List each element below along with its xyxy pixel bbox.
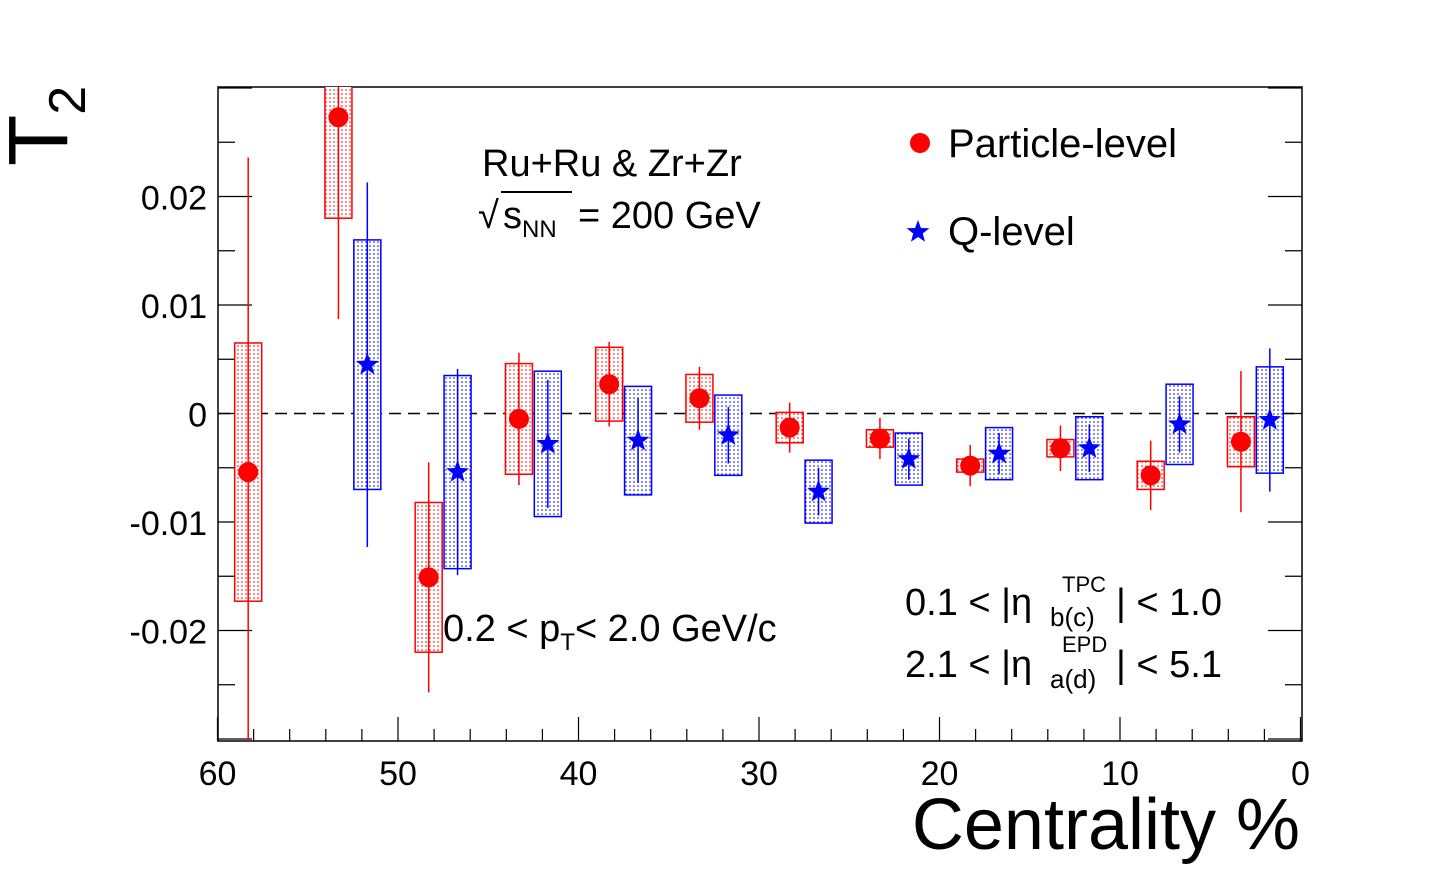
legend-label-q: Q-level [948, 210, 1075, 254]
data-point [807, 479, 830, 502]
energy-sqrt: √ [478, 195, 499, 237]
y-axis-title-sub: 2 [39, 86, 97, 115]
svg-text:sNN: sNN [503, 195, 557, 243]
legend: Particle-level Q-level [906, 122, 1177, 254]
eta-tpc-post: | < 1.0 [1116, 582, 1222, 624]
data-point [446, 460, 469, 482]
series-particle-level [233, 87, 1256, 741]
data-point [1140, 465, 1161, 486]
data-point [536, 431, 560, 454]
annotation-eta-tpc: 0.1 < |η TPC b(c) | < 1.0 [905, 572, 1222, 632]
energy-s: s [503, 195, 522, 237]
y-axis-title: T2 [0, 86, 97, 166]
energy-s-sub: NN [522, 216, 557, 243]
x-tick-label: 50 [379, 755, 417, 793]
data-point [897, 447, 921, 469]
x-tick-label: 60 [199, 755, 237, 793]
data-point [689, 388, 710, 409]
pt-post: < 2.0 GeV/c [575, 608, 777, 650]
y-tick-label: 0.02 [141, 180, 207, 218]
data-point [1077, 436, 1101, 458]
y-tick-label: 0 [188, 397, 207, 435]
data-point [328, 107, 349, 128]
annotation-energy: √ sNN = 200 GeV [478, 191, 761, 243]
x-tick-label: 20 [921, 755, 959, 793]
data-point [238, 462, 259, 483]
y-tick-label: -0.01 [130, 505, 208, 543]
x-tick-label: 10 [1101, 755, 1139, 793]
data-point [355, 352, 379, 375]
data-point [1230, 431, 1251, 452]
data-point [1258, 408, 1282, 430]
x-tick-label: 40 [560, 755, 598, 793]
eta-tpc-pre: 0.1 < |η [905, 582, 1032, 624]
data-point [960, 455, 981, 476]
pt-sub: T [560, 629, 575, 656]
pt-pre: 0.2 < p [443, 608, 560, 650]
annotation-system: Ru+Ru & Zr+Zr [482, 143, 742, 185]
data-layer [233, 87, 1285, 741]
eta-epd-sub: a(d) [1050, 664, 1096, 694]
data-point [626, 428, 650, 451]
eta-epd-pre: 2.1 < |η [905, 644, 1032, 686]
y-tick-label: -0.02 [130, 614, 208, 652]
x-tick-label: 0 [1291, 755, 1310, 793]
legend-marker-q [906, 220, 930, 242]
data-point [779, 417, 800, 438]
series-q-level [353, 182, 1285, 576]
eta-tpc-sub: b(c) [1050, 602, 1095, 632]
x-axis-title: Centrality % [912, 785, 1300, 865]
tick-labels: 60 50 40 30 20 10 0 0.02 0.01 0 -0.01 -0.02 [130, 180, 1310, 794]
data-point [869, 428, 890, 449]
eta-epd-sup: EPD [1062, 632, 1107, 657]
legend-label-particle: Particle-level [948, 122, 1177, 166]
data-point [418, 567, 439, 588]
energy-rest: = 200 GeV [578, 195, 761, 237]
annotation-pt-cut: 0.2 < pT< 2.0 GeV/c [443, 608, 777, 656]
y-tick-label: 0.01 [141, 288, 207, 326]
x-tick-label: 30 [740, 755, 778, 793]
eta-epd-post: | < 5.1 [1116, 644, 1222, 686]
data-point [1050, 438, 1071, 459]
annotation-eta-epd: 2.1 < |η EPD a(d) | < 5.1 [905, 632, 1222, 694]
data-point [508, 408, 529, 429]
data-point [599, 374, 620, 395]
data-point [716, 423, 740, 445]
y-axis-title-main: T [0, 115, 85, 166]
data-point [987, 441, 1011, 464]
data-point [1168, 412, 1191, 435]
legend-marker-particle [910, 133, 930, 153]
eta-tpc-sup: TPC [1062, 572, 1106, 597]
